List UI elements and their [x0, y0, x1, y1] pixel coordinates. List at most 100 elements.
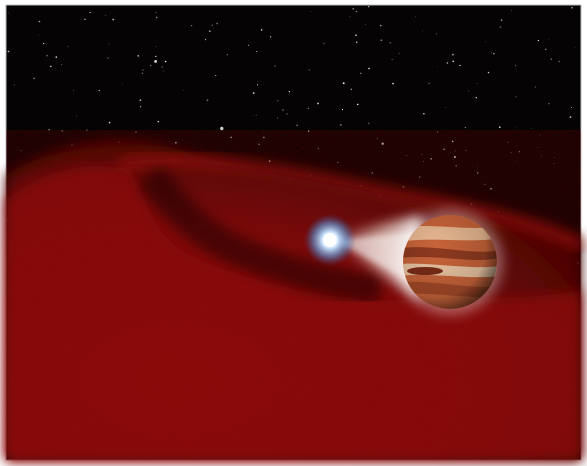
- star: [220, 126, 224, 131]
- star: [282, 109, 284, 111]
- star: [55, 56, 58, 58]
- star: [446, 62, 449, 64]
- star: [452, 60, 454, 63]
- star: [216, 23, 218, 25]
- star: [253, 115, 255, 116]
- star: [491, 52, 493, 54]
- star: [356, 41, 358, 43]
- star: [89, 11, 91, 14]
- star: [537, 39, 540, 42]
- star: [288, 90, 291, 93]
- star: [317, 102, 319, 105]
- star: [155, 16, 158, 19]
- star: [380, 39, 383, 42]
- star: [398, 52, 400, 54]
- star: [256, 84, 259, 86]
- star: [323, 42, 325, 44]
- star: [157, 120, 160, 123]
- star: [340, 124, 342, 126]
- star: [476, 83, 478, 84]
- white-dwarf: [304, 214, 356, 266]
- star: [359, 72, 362, 75]
- star: [493, 53, 495, 55]
- star: [307, 107, 309, 109]
- star: [164, 60, 167, 63]
- star: [531, 128, 532, 130]
- star: [137, 55, 139, 57]
- star: [415, 16, 417, 18]
- star: [341, 108, 344, 111]
- star: [545, 48, 547, 51]
- star: [349, 16, 351, 18]
- star: [38, 20, 41, 23]
- star: [571, 7, 573, 9]
- star: [141, 72, 144, 75]
- star: [445, 107, 447, 108]
- star: [500, 19, 503, 22]
- star: [139, 99, 142, 101]
- star: [67, 46, 69, 48]
- star: [423, 112, 425, 115]
- star: [574, 47, 576, 48]
- star: [391, 58, 393, 60]
- star: [276, 117, 278, 119]
- star: [422, 30, 424, 32]
- nebula: [6, 130, 585, 460]
- star: [548, 103, 550, 105]
- star: [183, 89, 184, 91]
- star: [73, 90, 74, 92]
- star: [13, 84, 15, 86]
- star: [464, 127, 466, 129]
- star: [215, 74, 217, 76]
- star: [256, 51, 258, 52]
- star: [487, 71, 490, 74]
- star: [226, 54, 228, 56]
- star: [550, 58, 552, 60]
- star: [190, 24, 193, 27]
- star: [61, 64, 63, 65]
- star: [355, 34, 357, 37]
- star: [569, 116, 572, 118]
- star: [475, 97, 477, 99]
- star: [498, 126, 501, 129]
- star: [350, 88, 352, 90]
- star: [352, 8, 354, 10]
- star: [260, 29, 263, 31]
- star: [368, 67, 370, 70]
- star: [392, 82, 394, 85]
- star: [163, 70, 165, 72]
- star: [368, 6, 370, 8]
- star: [107, 57, 109, 59]
- star: [296, 124, 298, 126]
- star: [379, 24, 382, 27]
- star: [286, 113, 288, 115]
- star: [122, 84, 123, 85]
- star: [269, 36, 272, 38]
- star: [499, 26, 502, 29]
- star: [571, 106, 572, 108]
- star: [247, 44, 250, 47]
- star: [459, 64, 461, 67]
- star: [155, 46, 157, 48]
- star: [98, 89, 100, 92]
- star: [274, 65, 276, 67]
- star: [485, 41, 487, 43]
- star: [252, 92, 255, 94]
- star: [155, 55, 157, 58]
- star: [33, 77, 35, 80]
- star: [428, 82, 430, 84]
- star: [84, 18, 86, 21]
- star: [514, 127, 516, 129]
- planet: [397, 209, 503, 315]
- star: [154, 59, 158, 63]
- star: [140, 106, 142, 108]
- star: [436, 33, 438, 35]
- star: [150, 64, 152, 67]
- star: [389, 42, 391, 44]
- star: [7, 50, 10, 53]
- star: [515, 96, 517, 98]
- star: [308, 69, 310, 71]
- star: [451, 53, 454, 56]
- star: [108, 43, 110, 45]
